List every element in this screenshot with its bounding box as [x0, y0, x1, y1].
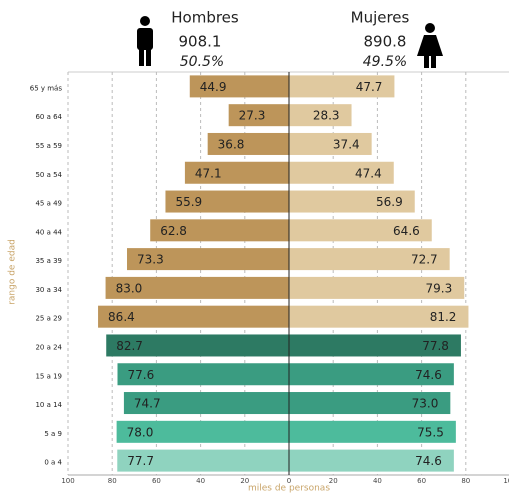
men-share: 50.5%: [180, 54, 224, 70]
woman-icon: [417, 23, 443, 68]
y-tick-label: 35 a 39: [35, 257, 62, 265]
x-axis-label: miles de personas: [248, 484, 330, 494]
x-tick-label: 40: [373, 477, 382, 485]
y-tick-label: 5 a 9: [44, 430, 62, 438]
x-tick-label: 60: [152, 477, 161, 485]
value-label: 36.8: [218, 137, 245, 151]
bar: [289, 75, 395, 98]
x-tick-label: 40: [196, 477, 205, 485]
y-tick-label: 0 a 4: [44, 459, 62, 467]
bar: [289, 363, 454, 386]
women-label: Mujeres: [351, 9, 410, 27]
y-tick-label: 20 a 24: [35, 343, 62, 351]
value-label: 77.6: [128, 368, 155, 382]
bar: [184, 161, 289, 184]
x-tick-label: 20: [240, 477, 249, 485]
men-label: Hombres: [171, 9, 239, 27]
value-label: 75.5: [417, 425, 444, 439]
x-tick-label: 80: [461, 477, 470, 485]
value-label: 47.4: [355, 166, 382, 180]
value-label: 55.9: [175, 195, 202, 209]
value-label: 74.7: [134, 397, 161, 411]
value-label: 28.3: [313, 109, 340, 123]
y-tick-label: 15 a 19: [35, 372, 62, 380]
bar: [289, 334, 461, 357]
value-label: 37.4: [333, 137, 360, 151]
bar: [289, 248, 450, 271]
value-label: 83.0: [116, 281, 143, 295]
value-label: 74.6: [415, 454, 442, 468]
x-tick-label: 20: [329, 477, 338, 485]
women-total: 890.8: [364, 33, 407, 51]
bar: [289, 132, 372, 155]
value-label: 64.6: [393, 224, 420, 238]
value-label: 56.9: [376, 195, 403, 209]
bar: [189, 75, 289, 98]
bar: [127, 248, 289, 271]
y-tick-label: 25 a 29: [35, 315, 62, 323]
value-label: 62.8: [160, 224, 187, 238]
bar: [106, 334, 289, 357]
bar: [165, 190, 289, 213]
value-label: 81.2: [430, 310, 457, 324]
bar: [289, 276, 465, 299]
y-tick-label: 30 a 34: [35, 286, 62, 294]
y-tick-label: 10 a 14: [35, 401, 62, 409]
women-share: 49.5%: [363, 54, 407, 70]
bar: [117, 363, 289, 386]
x-tick-label: 100: [503, 477, 509, 485]
value-label: 77.8: [422, 339, 449, 353]
bar: [116, 420, 290, 443]
bar: [289, 161, 394, 184]
bar: [228, 104, 289, 127]
value-label: 78.0: [127, 425, 154, 439]
value-label: 77.7: [127, 454, 154, 468]
y-tick-label: 55 a 59: [35, 142, 62, 150]
bar: [289, 420, 456, 443]
bar: [289, 219, 432, 242]
y-tick-label: 45 a 49: [35, 200, 62, 208]
bar: [289, 392, 451, 415]
y-axis-label: rango de edad: [8, 239, 18, 305]
y-tick-label: 65 y más: [30, 84, 63, 92]
x-tick-label: 60: [417, 477, 426, 485]
value-label: 74.6: [415, 368, 442, 382]
value-label: 73.3: [137, 253, 164, 267]
x-tick-label: 80: [108, 477, 117, 485]
bar: [150, 219, 289, 242]
bar: [105, 276, 289, 299]
y-tick-label: 50 a 54: [35, 171, 62, 179]
y-tick-label: 40 a 44: [35, 228, 62, 236]
value-label: 73.0: [412, 397, 439, 411]
bar: [207, 132, 289, 155]
x-tick-label: 100: [61, 477, 74, 485]
bar: [123, 392, 290, 415]
value-label: 72.7: [411, 253, 438, 267]
value-label: 79.3: [426, 281, 453, 295]
bar: [289, 104, 352, 127]
bar: [289, 305, 469, 328]
value-label: 27.3: [239, 109, 266, 123]
value-label: 82.7: [116, 339, 143, 353]
x-tick-label: 0: [287, 477, 291, 485]
bar: [289, 190, 415, 213]
y-tick-label: 60 a 64: [35, 113, 62, 121]
man-icon: [137, 16, 153, 66]
bar: [289, 449, 454, 472]
value-label: 47.7: [356, 80, 383, 94]
value-label: 86.4: [108, 310, 135, 324]
value-label: 44.9: [200, 80, 227, 94]
men-total: 908.1: [179, 33, 222, 51]
bar: [98, 305, 289, 328]
value-label: 47.1: [195, 166, 222, 180]
bar: [117, 449, 290, 472]
